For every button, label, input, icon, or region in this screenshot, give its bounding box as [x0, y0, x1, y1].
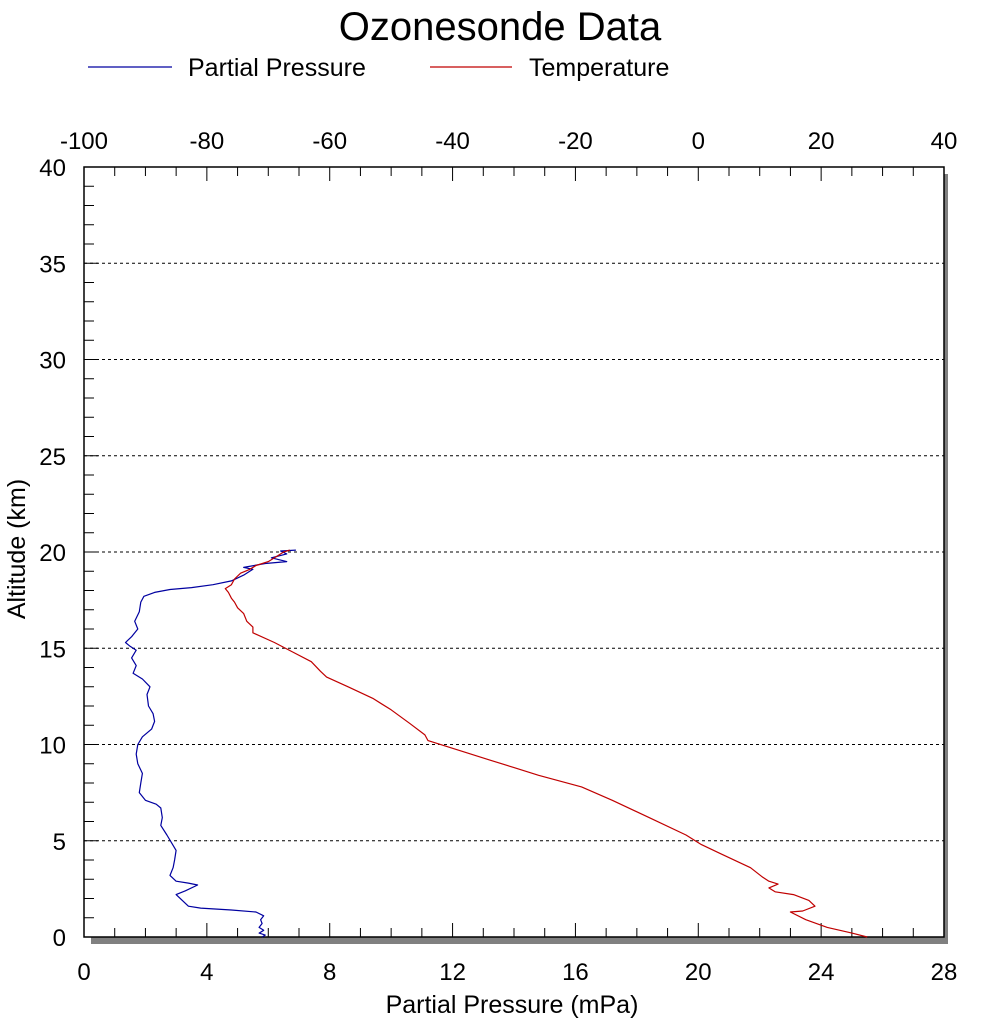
series-line-partial-pressure	[124, 549, 296, 938]
y-tick-label-1: 5	[53, 829, 66, 856]
y-axis-label: Altitude (km)	[3, 479, 31, 619]
y-tick-label-4: 20	[39, 540, 66, 567]
legend-label-temperature: Temperature	[529, 54, 669, 82]
x-tick-label-0: 0	[77, 959, 90, 986]
series-line-temperature	[224, 549, 868, 938]
x2-tick-label-5: 0	[692, 128, 705, 155]
x-tick-label-2: 8	[323, 959, 336, 986]
y-tick-label-5: 25	[39, 444, 66, 471]
x2-tick-label-4: -20	[558, 128, 593, 155]
x-tick-label-7: 28	[931, 959, 958, 986]
x2-tick-label-0: -100	[60, 128, 108, 155]
x2-tick-label-6: 20	[808, 128, 835, 155]
gridlines	[84, 262, 944, 842]
chart-title: Ozonesonde Data	[339, 5, 662, 49]
y-tick-label-8: 40	[39, 155, 66, 182]
legend: Partial Pressure Temperature	[88, 54, 669, 82]
x-tick-label-5: 20	[685, 959, 712, 986]
legend-label-partial-pressure: Partial Pressure	[188, 54, 366, 82]
x2-tick-label-3: -40	[435, 128, 470, 155]
x-tick-label-1: 4	[200, 959, 213, 986]
y-tick-label-3: 15	[39, 636, 66, 663]
x-tick-label-3: 12	[439, 959, 466, 986]
data-series	[124, 549, 868, 938]
y-tick-label-2: 10	[39, 733, 66, 760]
x-tick-label-4: 16	[562, 959, 589, 986]
x2-tick-label-2: -60	[312, 128, 347, 155]
x2-tick-label-7: 40	[931, 128, 958, 155]
y-tick-label-0: 0	[53, 925, 66, 952]
y-tick-label-6: 30	[39, 348, 66, 375]
x-tick-label-6: 24	[808, 959, 835, 986]
y-tick-label-7: 35	[39, 251, 66, 278]
x-axis-label: Partial Pressure (mPa)	[386, 991, 639, 1019]
x2-tick-label-1: -80	[190, 128, 225, 155]
axis-ticks	[83, 166, 945, 938]
tick-labels: 0 5 10 15 20 25 30 35 40 0 4 8 12 16 20 24 28 -100 -80 -60 -…	[39, 128, 957, 986]
